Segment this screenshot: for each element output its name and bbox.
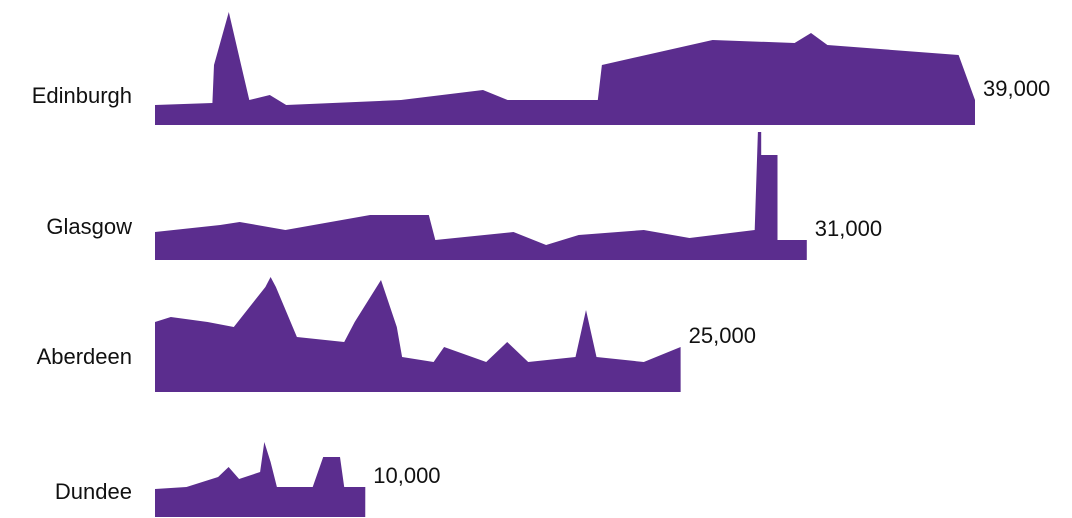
value-label: 25,000 [689, 323, 756, 348]
category-label: Glasgow [46, 214, 132, 239]
skyline-bar [155, 442, 366, 517]
skyline-bar [155, 12, 975, 125]
category-label: Aberdeen [37, 344, 132, 369]
value-label: 39,000 [983, 76, 1050, 101]
value-label: 31,000 [815, 216, 882, 241]
category-label: Dundee [55, 479, 132, 504]
skyline-bar [155, 277, 681, 392]
skyline-bar [155, 132, 807, 260]
category-label: Edinburgh [32, 83, 132, 108]
value-label: 10,000 [373, 463, 440, 488]
